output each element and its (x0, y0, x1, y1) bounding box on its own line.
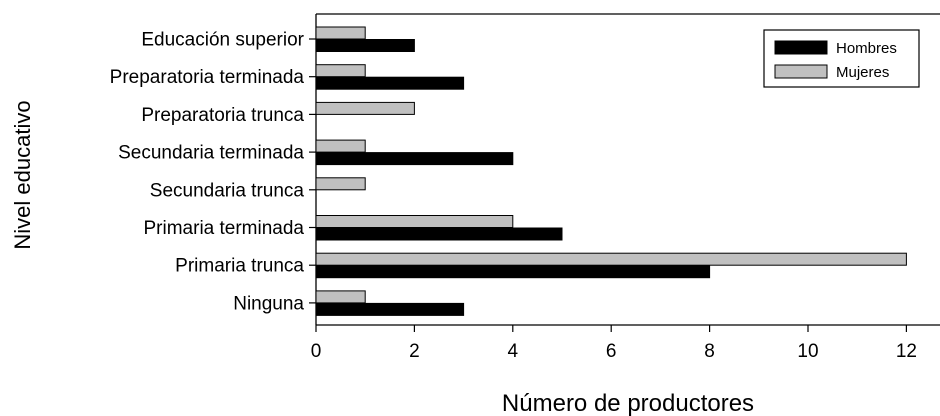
bar-mujeres (315, 177, 366, 191)
y-tick-label: Ninguna (233, 293, 304, 314)
bar-mujeres (315, 64, 366, 78)
bar-mujeres (315, 290, 366, 304)
bar-hombres (315, 39, 415, 52)
y-tick-label: Secundaria terminada (118, 143, 304, 164)
y-axis-title: Nivel educativo (10, 100, 35, 249)
legend-swatch-hombres (774, 40, 828, 55)
x-tick-label: 6 (606, 341, 617, 362)
legend-swatch-mujeres (774, 64, 828, 79)
y-tick-label: Preparatoria trunca (141, 105, 304, 126)
x-tick-label: 2 (409, 341, 420, 362)
bar-mujeres (315, 139, 366, 153)
bar-hombres (315, 227, 563, 241)
x-tick-label: 8 (704, 341, 715, 362)
y-tick-label: Educación superior (141, 30, 304, 51)
bar-hombres (315, 76, 465, 90)
x-axis-title: Número de productores (502, 390, 754, 416)
legend-label-mujeres: Mujeres (836, 64, 889, 81)
x-tick-label: 12 (896, 341, 917, 362)
legend: Hombres Mujeres (763, 29, 920, 88)
legend-label-hombres: Hombres (836, 40, 897, 57)
bar-mujeres (315, 101, 415, 115)
bar-hombres (315, 302, 465, 316)
y-tick-label: Secundaria trunca (150, 180, 305, 201)
y-tick-label: Primaria terminada (144, 218, 305, 239)
bar-mujeres (315, 252, 907, 266)
y-tick-label: Preparatoria terminada (110, 67, 305, 88)
bar-mujeres (315, 215, 514, 228)
y-tick-label: Primaria trunca (175, 256, 304, 277)
x-tick-label: 4 (508, 341, 519, 362)
bar-hombres (315, 265, 711, 279)
bar-mujeres (315, 26, 366, 40)
plot-area: 0 2 4 6 8 10 12 Educación superior Preparatoria … (110, 13, 940, 362)
bar-hombres (315, 152, 514, 166)
x-tick-label: 0 (311, 341, 322, 362)
x-tick-label: 10 (797, 341, 818, 362)
